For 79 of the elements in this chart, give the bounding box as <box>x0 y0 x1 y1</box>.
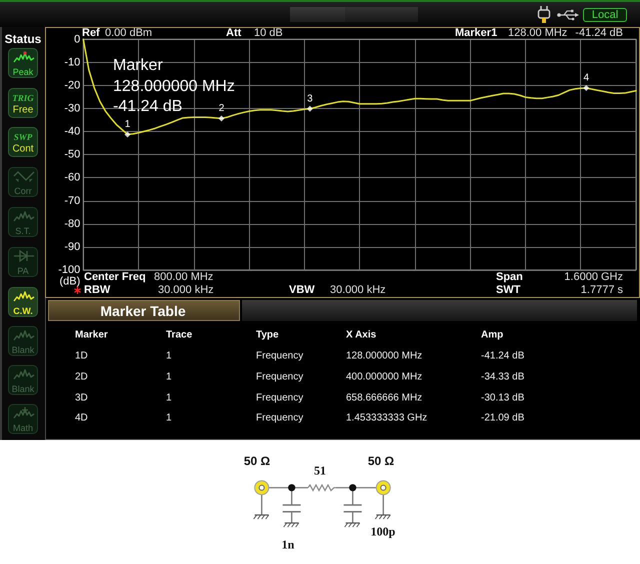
y-tick-label: -30 <box>64 102 80 115</box>
y-tick-label: 0 <box>74 33 80 46</box>
point <box>306 106 313 112</box>
text: RBW <box>84 284 110 296</box>
text: Amp <box>481 330 504 340</box>
text: 1.453333333 GHz <box>346 412 428 424</box>
text: Att <box>226 27 242 39</box>
text: Center Freq <box>84 271 146 283</box>
text: Marker Table <box>100 303 186 319</box>
text: Ref <box>82 27 100 39</box>
text: 1 <box>166 412 172 424</box>
button: C.W. <box>8 287 38 317</box>
text: Frequency <box>256 392 304 404</box>
y-tick-label: -100 <box>58 264 80 276</box>
button: TRIG Free <box>8 88 38 118</box>
text: VBW <box>289 284 315 296</box>
text: 400.000000 MHz <box>346 372 422 382</box>
point <box>218 116 224 122</box>
y-tick-label: -10 <box>64 56 80 68</box>
text: 800.00 MHz <box>154 271 214 283</box>
button: SWP Cont <box>8 127 38 157</box>
y-tick-label: -80 <box>64 218 80 230</box>
annotation: 3 <box>307 93 314 104</box>
y-axis-title: (dB) <box>60 276 80 288</box>
button: Blank <box>8 365 38 395</box>
text: 1 <box>166 392 172 404</box>
text: 4D <box>75 412 88 424</box>
text: Status <box>4 32 42 46</box>
text: Frequency <box>256 372 304 382</box>
annotation: 4 <box>583 72 590 84</box>
y-tick-label: -90 <box>64 240 80 253</box>
text: 1D <box>75 350 88 362</box>
y-tick-label: -60 <box>64 172 80 184</box>
y-tick-label: -20 <box>64 79 80 92</box>
text: X Axis <box>346 330 376 340</box>
text: Frequency <box>256 412 304 424</box>
text: -34.33 dB <box>481 372 524 382</box>
text: 128.000000 MHz <box>346 350 422 362</box>
annotation: Marker <box>113 57 163 75</box>
text: Trace <box>166 330 192 340</box>
text: 10 dB <box>254 27 283 39</box>
text: 0.00 dBm <box>105 27 152 39</box>
text: Marker1 <box>455 27 498 39</box>
text: Frequency <box>256 350 304 362</box>
button: Peak <box>8 48 38 78</box>
y-tick-label: -50 <box>64 148 80 161</box>
text: -30.13 dB <box>481 392 524 404</box>
text: 30.000 kHz <box>158 284 214 296</box>
point <box>583 84 590 91</box>
annotation: -41.24 dB <box>113 98 182 116</box>
text: SWT <box>496 284 520 296</box>
text: 1 <box>166 350 172 362</box>
button: Blank <box>8 326 38 356</box>
text: -21.09 dB <box>481 412 524 424</box>
text: 1 <box>166 372 172 382</box>
text: 2D <box>75 372 88 382</box>
text: 1.6000 GHz <box>564 271 623 283</box>
y-tick-label: -40 <box>64 126 80 138</box>
button: S.T. <box>8 207 38 237</box>
circuit-diagram: 50 Ω 51 50 Ω 1n 100p <box>242 453 396 552</box>
annotation: 1 <box>124 118 131 130</box>
text: Span <box>496 271 523 283</box>
text: 1.7777 s <box>580 284 623 296</box>
text: Marker <box>75 330 108 340</box>
text: 658.666666 MHz <box>346 392 422 404</box>
text: Type <box>256 330 279 340</box>
annotation: 128.000000 MHz <box>113 78 235 96</box>
button: Corr <box>8 167 38 197</box>
button: PA <box>8 247 38 277</box>
button: Math <box>8 404 38 434</box>
point <box>124 131 131 138</box>
text: -41.24 dB <box>481 350 524 362</box>
y-tick-label: -70 <box>64 194 80 207</box>
text: 3D <box>75 392 88 404</box>
text: 128.00 MHz <box>508 27 568 39</box>
annotation: 2 <box>218 103 225 114</box>
button: Local <box>583 8 627 22</box>
text: -41.24 dB <box>575 27 623 39</box>
text: 30.000 kHz <box>330 284 386 296</box>
